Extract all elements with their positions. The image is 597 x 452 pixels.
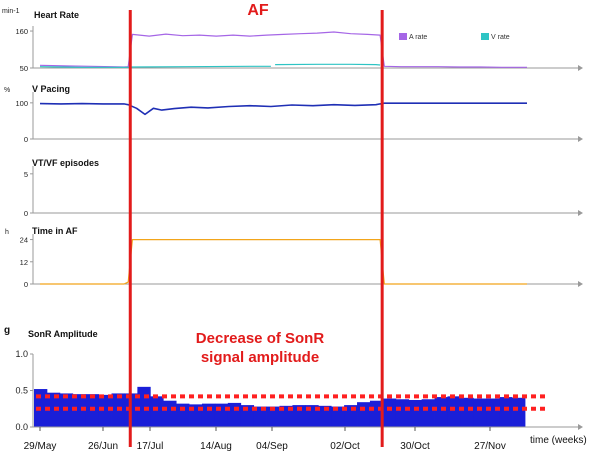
sonr-bar bbox=[318, 405, 332, 427]
series-line bbox=[39, 65, 271, 68]
time-in-af-title: Time in AF bbox=[32, 226, 78, 236]
sonr-bar bbox=[150, 396, 164, 427]
sonr-title: SonR Amplitude bbox=[28, 329, 98, 339]
legend-v-rate-swatch bbox=[481, 33, 489, 40]
y-tick-label: 100 bbox=[15, 99, 28, 108]
heart-rate-title: Heart Rate bbox=[34, 10, 79, 20]
y-tick-label: 50 bbox=[20, 64, 28, 73]
sonr-bar bbox=[98, 394, 112, 427]
decrease-annotation-line1: Decrease of SonR bbox=[196, 330, 325, 347]
sonr-bar bbox=[253, 406, 267, 427]
sonr-bar bbox=[395, 399, 410, 427]
x-tick-label: 26/Jun bbox=[88, 441, 118, 452]
y-tick-label: 5 bbox=[24, 170, 28, 179]
sonr-bar bbox=[292, 405, 306, 427]
y-tick-label: 0 bbox=[24, 135, 28, 144]
series-line bbox=[39, 102, 527, 116]
sonr-bar bbox=[382, 398, 397, 427]
sonr-bar bbox=[512, 397, 526, 427]
sonr-bar bbox=[266, 406, 280, 427]
time-in-af-unit: h bbox=[5, 229, 9, 236]
sonr-bar bbox=[279, 405, 293, 427]
y-tick-label: 12 bbox=[20, 258, 28, 267]
x-tick-label: 30/Oct bbox=[400, 441, 430, 452]
sonr-bar bbox=[46, 392, 61, 427]
v-pacing-unit: % bbox=[4, 87, 10, 94]
x-tick-label: 04/Sep bbox=[256, 441, 288, 452]
legend-a-rate-label: A rate bbox=[409, 34, 427, 41]
sonr-bar bbox=[434, 397, 448, 427]
y-tick-label: 24 bbox=[20, 236, 28, 245]
x-axis-arrow bbox=[578, 210, 583, 216]
sonr-bar bbox=[331, 406, 345, 427]
y-tick-label: 160 bbox=[15, 27, 28, 36]
x-tick-label: 27/Nov bbox=[474, 441, 506, 452]
sonr-bar bbox=[447, 396, 461, 427]
sonr-bar bbox=[473, 398, 487, 427]
sonr-bar bbox=[408, 399, 423, 427]
x-tick-label: 14/Aug bbox=[200, 441, 232, 452]
sonr-bar bbox=[460, 397, 474, 427]
sonr-bar bbox=[357, 402, 371, 427]
y-tick-label: 0.0 bbox=[15, 422, 28, 432]
x-axis-arrow bbox=[578, 424, 583, 430]
sonr-bar bbox=[421, 399, 435, 427]
y-tick-label: 0 bbox=[24, 280, 28, 289]
sonr-bar bbox=[227, 402, 242, 427]
x-axis-arrow bbox=[578, 281, 583, 287]
series-line bbox=[40, 239, 527, 285]
x-tick-label: 29/May bbox=[24, 441, 57, 452]
series-line bbox=[39, 31, 527, 68]
x-tick-label: 17/Jul bbox=[137, 441, 164, 452]
v-pacing-title: V Pacing bbox=[32, 84, 70, 94]
x-axis-arrow bbox=[578, 136, 583, 142]
sonr-bar bbox=[72, 394, 87, 427]
sonr-bar bbox=[176, 403, 190, 427]
x-tick-label: 02/Oct bbox=[330, 441, 360, 452]
sonr-bar bbox=[163, 400, 177, 427]
vt-vf-title: VT/VF episodes bbox=[32, 158, 99, 168]
decrease-annotation-line2: signal amplitude bbox=[201, 349, 319, 366]
sonr-bar bbox=[499, 397, 513, 427]
y-tick-label: 1.0 bbox=[15, 349, 28, 359]
legend-v-rate-label: V rate bbox=[491, 34, 510, 41]
y-tick-label: 0 bbox=[24, 209, 28, 218]
x-axis-title: time (weeks) bbox=[530, 435, 587, 446]
y-tick-label: 0.5 bbox=[15, 386, 28, 396]
series-line bbox=[275, 63, 381, 66]
heart-rate-unit: min-1 bbox=[2, 8, 20, 15]
legend-a-rate-swatch bbox=[399, 33, 407, 40]
x-axis-arrow bbox=[578, 65, 583, 71]
af-label: AF bbox=[247, 2, 269, 19]
sonr-unit: g bbox=[4, 325, 10, 336]
sonr-bar bbox=[486, 398, 500, 427]
